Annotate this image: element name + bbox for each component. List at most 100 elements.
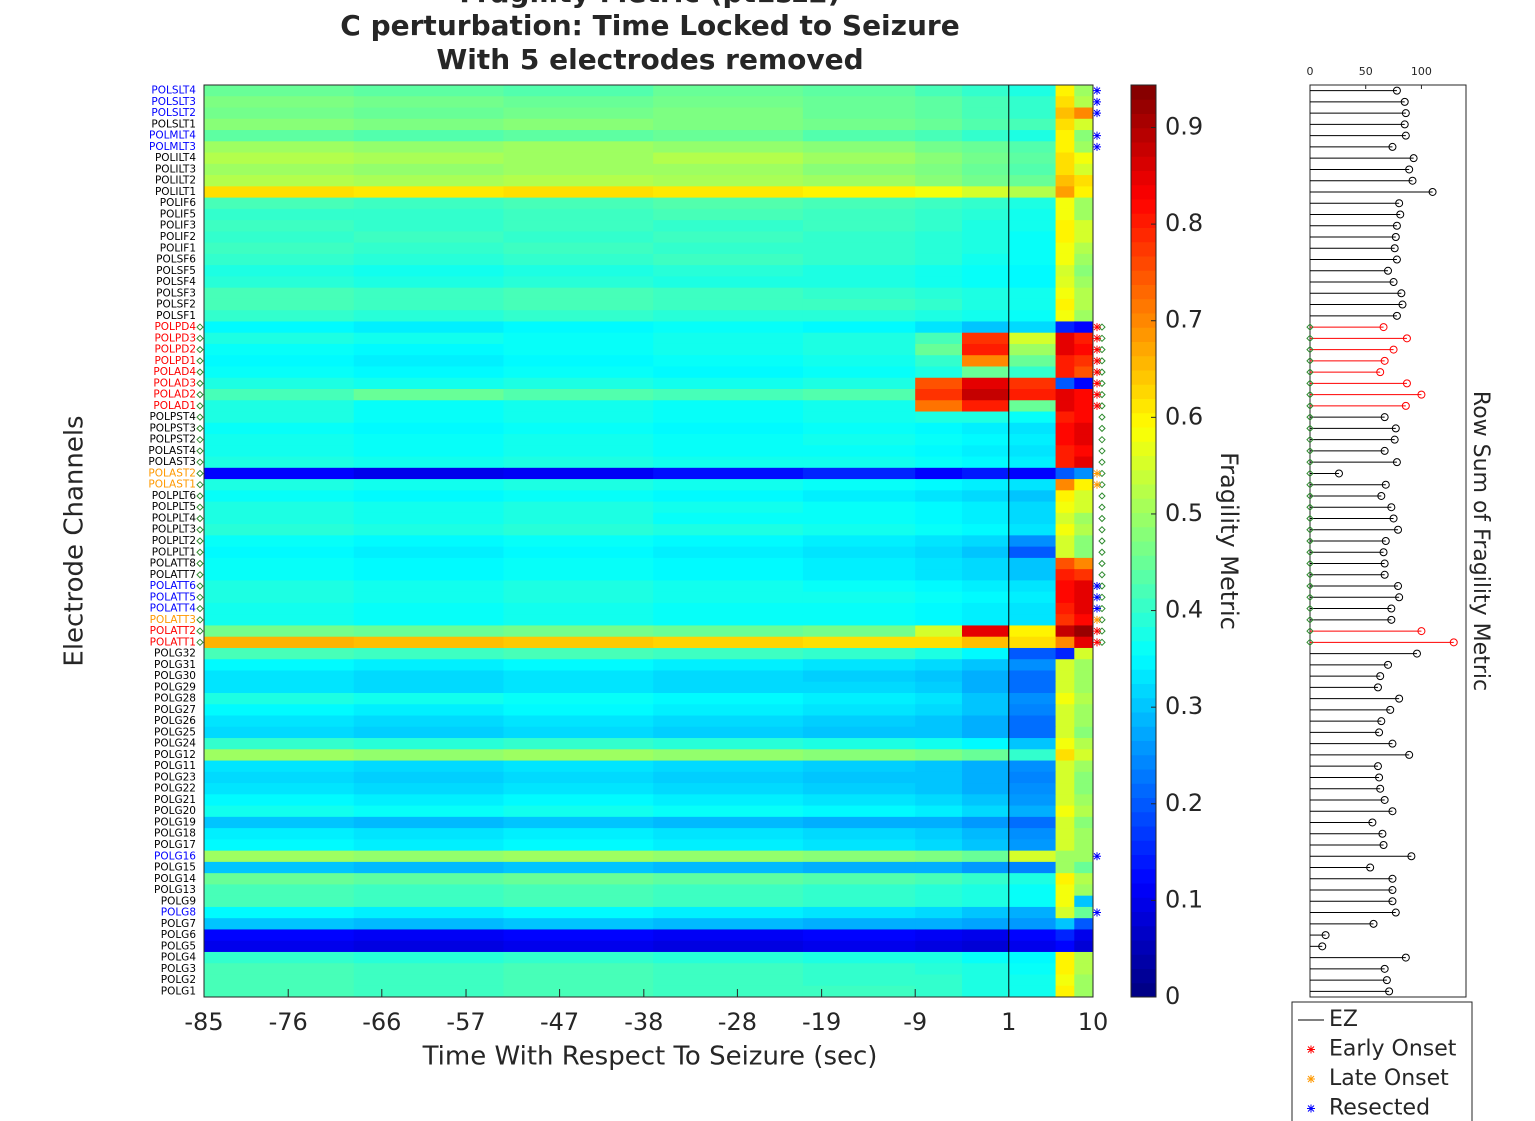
heat-cell [1008,445,1057,458]
stem-head [1394,525,1403,534]
heat-cell [353,265,504,277]
heat-cell [802,794,916,807]
heat-cell [503,884,654,897]
heat-cell [503,208,654,221]
heat-cell [961,287,1010,300]
heat-cell [353,355,504,367]
heat-cell [503,974,654,987]
heat-cell [503,738,654,750]
heat-cell [915,816,963,829]
heat-cell [1008,355,1057,367]
heat-cell [961,951,1010,964]
heat-cell [961,693,1010,705]
heat-cell [1008,602,1057,615]
channel-label: POLSF2 [156,299,196,311]
heat-cell [1055,839,1075,852]
heat-cell [204,366,355,379]
heat-cell [653,580,804,593]
heat-cell [653,839,804,852]
channel-label: POLIF5 [160,208,196,220]
heat-cell [653,535,804,548]
stem-head [1397,289,1406,298]
stem-x-tick-label: 0 [1307,65,1314,78]
heat-cell [503,794,654,807]
heat-cell [961,332,1010,345]
heat-cell [1055,377,1075,390]
heat-cell [802,355,916,367]
ez-marker [196,435,204,444]
channel-label: POLG14 [154,873,196,885]
marker-star [1093,852,1101,861]
heat-cell [802,85,916,97]
stem-head [1373,683,1382,692]
stem-x-tick-label: 100 [1411,65,1432,78]
channel-label: POLSLT1 [151,118,196,130]
heat-cell [653,569,804,581]
heat-cell [1008,253,1057,266]
heat-cell [1055,580,1075,593]
colorbar-frame [1130,84,1157,998]
heat-cell [961,546,1010,559]
heat-cell [961,85,1010,97]
heat-cell [503,591,654,604]
heat-cell [1008,794,1057,807]
heat-cell [1074,422,1094,435]
colorbar-swatch [1131,99,1156,114]
heat-cell [915,141,963,154]
heat-cell [802,242,916,255]
colorbar-swatch [1131,398,1156,414]
colorbar-swatch [1131,783,1156,798]
channel-label: POLAST2 [148,467,196,479]
stem-head [1380,964,1389,973]
heat-cell [353,929,504,942]
heat-cell [1055,332,1075,345]
heat-cell [802,839,916,852]
heat-cell [1074,794,1094,807]
heat-cell [653,929,804,942]
channel-label: POLAD3 [153,377,196,389]
stem-head [1376,368,1385,377]
heat-cell [204,569,355,581]
heat-cell [653,163,804,176]
heat-cell [1074,659,1094,671]
heat-cell [1055,783,1075,795]
heat-cell [653,332,804,345]
heat-cell [653,355,804,367]
stem-head [1321,931,1330,940]
stem-head [1392,255,1401,264]
heat-cell [915,118,963,131]
heat-cell [353,828,504,840]
heat-cell [961,253,1010,266]
heat-cell [802,163,916,176]
ez-marker [1098,390,1106,399]
heat-cell [653,434,804,446]
heat-cell [653,445,804,458]
heat-cell [1074,152,1094,165]
heat-cell [353,186,504,199]
heat-cell [1008,422,1057,435]
channel-label: POLAD2 [153,389,196,401]
colorbar-swatch [1131,127,1156,143]
stem-head [1390,435,1399,444]
heat-cell [1008,974,1057,987]
heat-cell [204,253,355,266]
colorbar-swatch [1131,811,1156,827]
heat-cell [653,422,804,435]
heat-cell [915,760,963,773]
ez-marker [1098,514,1106,523]
ez-marker [1098,435,1106,444]
heat-cell [653,321,804,334]
stem-head [1369,919,1378,928]
heat-cell [503,445,654,458]
heat-cell [503,715,654,728]
heat-cell [1074,467,1094,480]
colorbar-swatch [1131,982,1156,998]
heat-cell [961,839,1010,852]
heat-cell [353,456,504,469]
heat-cell [353,816,504,829]
heat-cell [961,242,1010,255]
heat-cell [1074,175,1094,187]
heat-cell [915,974,963,987]
heat-cell [802,175,916,187]
heat-cell [653,794,804,807]
